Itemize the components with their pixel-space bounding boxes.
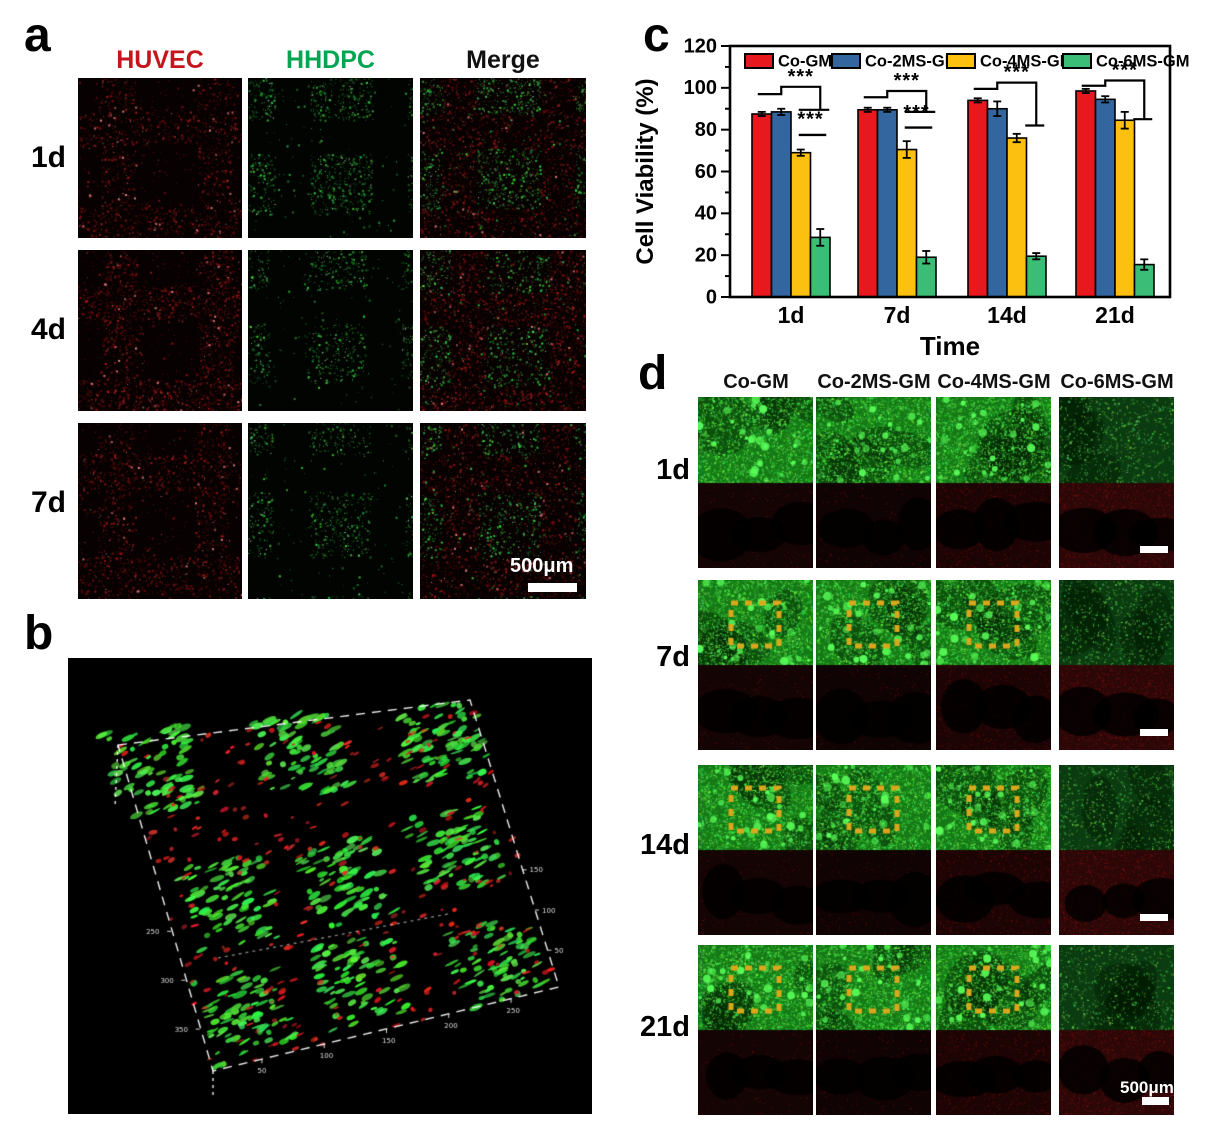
panel-d-row-1d: 1d bbox=[656, 454, 690, 486]
co-culture-21d-Co-2MS-GM-micrograph bbox=[816, 945, 931, 1115]
huvec-7d-micrograph bbox=[78, 423, 242, 599]
svg-text:40: 40 bbox=[695, 203, 717, 225]
panel-d-header-co-gm: Co-GM bbox=[723, 371, 789, 393]
co-culture-7d-Co-2MS-GM-micrograph bbox=[816, 580, 931, 750]
merge-7d-micrograph bbox=[420, 423, 586, 599]
svg-text:Co-6MS-GM: Co-6MS-GM bbox=[1096, 52, 1190, 70]
panel-a-header-hhdpc: HHDPC bbox=[286, 46, 375, 74]
panel-d-letter: d bbox=[638, 347, 668, 400]
svg-text:14d: 14d bbox=[987, 302, 1027, 328]
co-culture-1d-Co-4MS-GM-micrograph bbox=[936, 397, 1051, 568]
panel-d-scalebar-14d bbox=[1140, 914, 1168, 921]
svg-text:21d: 21d bbox=[1095, 302, 1135, 328]
svg-text:***: *** bbox=[1112, 60, 1138, 82]
panel-a-header-huvec: HUVEC bbox=[116, 46, 204, 74]
panel-a-row-4d: 4d bbox=[30, 313, 66, 346]
huvec-4d-micrograph bbox=[78, 250, 242, 411]
co-culture-21d-Co-GM-micrograph bbox=[698, 945, 813, 1115]
co-culture-21d-Co-4MS-GM-micrograph bbox=[936, 945, 1051, 1115]
panel-a-row-1d: 1d bbox=[30, 141, 66, 174]
svg-text:80: 80 bbox=[695, 119, 717, 141]
svg-text:Time: Time bbox=[920, 331, 980, 361]
panel-d-row-21d: 21d bbox=[640, 1011, 690, 1043]
svg-text:***: *** bbox=[903, 102, 929, 124]
panel-a-scalebar bbox=[528, 583, 577, 592]
panel-c-letter: c bbox=[643, 9, 670, 62]
svg-text:***: *** bbox=[1004, 62, 1030, 84]
co-culture-1d-Co-GM-micrograph bbox=[698, 397, 813, 568]
svg-text:***: *** bbox=[797, 108, 823, 130]
svg-text:Co-GM: Co-GM bbox=[778, 52, 832, 70]
svg-text:***: *** bbox=[894, 70, 920, 92]
panel-a-scalebar-label: 500μm bbox=[510, 555, 574, 577]
merge-4d-micrograph bbox=[420, 250, 586, 411]
panel-a-letter: a bbox=[24, 9, 51, 62]
svg-text:60: 60 bbox=[695, 161, 717, 183]
co-culture-14d-Co-4MS-GM-micrograph bbox=[936, 765, 1051, 935]
hhdpc-4d-micrograph bbox=[248, 250, 413, 411]
svg-text:Cell Viability (%): Cell Viability (%) bbox=[632, 78, 659, 264]
panel-d-header-co-6ms-gm: Co-6MS-GM bbox=[1060, 371, 1174, 393]
huvec-1d-micrograph bbox=[78, 78, 242, 238]
co-culture-14d-Co-GM-micrograph bbox=[698, 765, 813, 935]
co-culture-1d-Co-6MS-GM-micrograph bbox=[1059, 397, 1174, 568]
co-culture-1d-Co-2MS-GM-micrograph bbox=[816, 397, 931, 568]
svg-text:100: 100 bbox=[684, 77, 717, 99]
panel-d-header-co-4ms-gm: Co-4MS-GM bbox=[937, 371, 1051, 393]
co-culture-14d-Co-2MS-GM-micrograph bbox=[816, 765, 931, 935]
co-culture-7d-Co-6MS-GM-micrograph bbox=[1059, 580, 1174, 750]
panel-d-scalebar-21d bbox=[1142, 1097, 1169, 1105]
hhdpc-7d-micrograph bbox=[248, 423, 413, 599]
confocal-3d-reconstruction bbox=[68, 658, 592, 1114]
panel-d-row-14d: 14d bbox=[640, 829, 690, 861]
panel-d-scalebar-1d bbox=[1140, 546, 1168, 553]
svg-text:20: 20 bbox=[695, 244, 717, 266]
svg-text:0: 0 bbox=[706, 286, 717, 308]
svg-text:Co-4MS-GM: Co-4MS-GM bbox=[980, 52, 1074, 70]
co-culture-14d-Co-6MS-GM-micrograph bbox=[1059, 765, 1174, 935]
co-culture-21d-Co-6MS-GM-micrograph bbox=[1059, 945, 1174, 1115]
panel-b-letter: b bbox=[24, 607, 54, 660]
panel-d-header-co-2ms-gm: Co-2MS-GM bbox=[817, 371, 931, 393]
panel-a-row-7d: 7d bbox=[30, 486, 66, 519]
panel-d-scalebar-label: 500μm bbox=[1120, 1078, 1174, 1097]
hhdpc-1d-micrograph bbox=[248, 78, 413, 238]
svg-text:7d: 7d bbox=[884, 302, 911, 328]
co-culture-7d-Co-4MS-GM-micrograph bbox=[936, 580, 1051, 750]
panel-a-header-merge: Merge bbox=[466, 46, 540, 74]
merge-1d-micrograph bbox=[420, 78, 586, 238]
co-culture-7d-Co-GM-micrograph bbox=[698, 580, 813, 750]
svg-text:***: *** bbox=[788, 66, 814, 88]
svg-text:1d: 1d bbox=[778, 302, 805, 328]
panel-d-scalebar-7d bbox=[1140, 729, 1168, 736]
svg-text:Co-2MS-GM: Co-2MS-GM bbox=[865, 52, 959, 70]
svg-text:120: 120 bbox=[684, 35, 717, 57]
panel-d-row-7d: 7d bbox=[656, 641, 690, 673]
